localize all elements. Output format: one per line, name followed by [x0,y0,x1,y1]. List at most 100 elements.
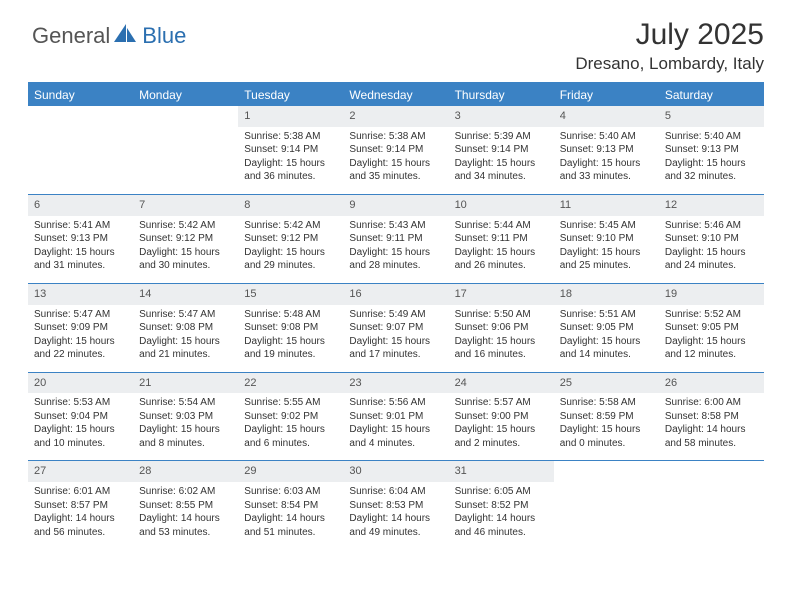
daylight-line: Daylight: 15 hours and 22 minutes. [34,335,127,362]
sunset-line: Sunset: 9:11 PM [349,232,442,246]
daylight-line: Daylight: 15 hours and 34 minutes. [455,157,548,184]
sunset-line: Sunset: 9:12 PM [244,232,337,246]
daylight-line: Daylight: 15 hours and 25 minutes. [560,246,653,273]
sunset-line: Sunset: 9:08 PM [139,321,232,335]
day-detail-cell: Sunrise: 5:46 AMSunset: 9:10 PMDaylight:… [659,216,764,284]
day-number-cell: 1 [238,106,343,127]
sunrise-line: Sunrise: 5:57 AM [455,396,548,410]
day-number-cell [554,461,659,482]
day-detail-row: Sunrise: 5:38 AMSunset: 9:14 PMDaylight:… [28,127,764,195]
sunrise-line: Sunrise: 5:42 AM [244,219,337,233]
brand-text-blue: Blue [142,23,186,49]
sunset-line: Sunset: 9:08 PM [244,321,337,335]
daylight-line: Daylight: 15 hours and 36 minutes. [244,157,337,184]
day-number-cell: 29 [238,461,343,482]
daylight-line: Daylight: 15 hours and 26 minutes. [455,246,548,273]
sunrise-line: Sunrise: 6:02 AM [139,485,232,499]
sunrise-line: Sunrise: 5:40 AM [665,130,758,144]
sunrise-line: Sunrise: 5:42 AM [139,219,232,233]
sunset-line: Sunset: 9:06 PM [455,321,548,335]
sunset-line: Sunset: 8:55 PM [139,499,232,513]
day-detail-cell: Sunrise: 5:45 AMSunset: 9:10 PMDaylight:… [554,216,659,284]
sunset-line: Sunset: 9:00 PM [455,410,548,424]
day-detail-cell: Sunrise: 6:00 AMSunset: 8:58 PMDaylight:… [659,393,764,461]
day-number-cell: 16 [343,283,448,304]
sunset-line: Sunset: 9:05 PM [560,321,653,335]
sunrise-line: Sunrise: 5:56 AM [349,396,442,410]
sunset-line: Sunset: 9:12 PM [139,232,232,246]
sunrise-line: Sunrise: 5:46 AM [665,219,758,233]
daylight-line: Daylight: 15 hours and 30 minutes. [139,246,232,273]
day-number-cell: 14 [133,283,238,304]
day-number-cell: 10 [449,194,554,215]
day-number-cell: 9 [343,194,448,215]
day-detail-cell [133,127,238,195]
day-number-cell: 18 [554,283,659,304]
sunrise-line: Sunrise: 5:38 AM [349,130,442,144]
day-number-cell: 24 [449,372,554,393]
day-detail-cell: Sunrise: 5:47 AMSunset: 9:09 PMDaylight:… [28,305,133,373]
day-detail-cell: Sunrise: 5:40 AMSunset: 9:13 PMDaylight:… [554,127,659,195]
sunset-line: Sunset: 8:53 PM [349,499,442,513]
sunrise-line: Sunrise: 5:58 AM [560,396,653,410]
day-number-cell: 12 [659,194,764,215]
daylight-line: Daylight: 15 hours and 17 minutes. [349,335,442,362]
day-detail-cell: Sunrise: 5:39 AMSunset: 9:14 PMDaylight:… [449,127,554,195]
sunset-line: Sunset: 9:03 PM [139,410,232,424]
daylight-line: Daylight: 14 hours and 53 minutes. [139,512,232,539]
day-number-cell: 17 [449,283,554,304]
day-detail-cell: Sunrise: 5:38 AMSunset: 9:14 PMDaylight:… [343,127,448,195]
sunset-line: Sunset: 9:14 PM [244,143,337,157]
sunrise-line: Sunrise: 6:04 AM [349,485,442,499]
daylight-line: Daylight: 15 hours and 35 minutes. [349,157,442,184]
day-number-cell: 2 [343,106,448,127]
weekday-header: Friday [554,83,659,106]
day-detail-cell [28,127,133,195]
weekday-header: Tuesday [238,83,343,106]
daylight-line: Daylight: 15 hours and 29 minutes. [244,246,337,273]
daylight-line: Daylight: 14 hours and 49 minutes. [349,512,442,539]
sunrise-line: Sunrise: 5:55 AM [244,396,337,410]
day-number-cell: 30 [343,461,448,482]
daylight-line: Daylight: 15 hours and 6 minutes. [244,423,337,450]
weekday-header: Saturday [659,83,764,106]
sunrise-line: Sunrise: 6:03 AM [244,485,337,499]
day-detail-cell: Sunrise: 5:52 AMSunset: 9:05 PMDaylight:… [659,305,764,373]
day-detail-cell [659,482,764,549]
daylight-line: Daylight: 15 hours and 4 minutes. [349,423,442,450]
day-detail-cell: Sunrise: 5:57 AMSunset: 9:00 PMDaylight:… [449,393,554,461]
day-number-cell: 3 [449,106,554,127]
day-detail-cell: Sunrise: 5:43 AMSunset: 9:11 PMDaylight:… [343,216,448,284]
sunset-line: Sunset: 9:13 PM [665,143,758,157]
brand-text-general: General [32,23,110,49]
day-number-cell: 4 [554,106,659,127]
daylight-line: Daylight: 15 hours and 19 minutes. [244,335,337,362]
weekday-header: Sunday [28,83,133,106]
sunset-line: Sunset: 8:54 PM [244,499,337,513]
day-detail-cell: Sunrise: 5:44 AMSunset: 9:11 PMDaylight:… [449,216,554,284]
daylight-line: Daylight: 15 hours and 8 minutes. [139,423,232,450]
day-detail-cell: Sunrise: 6:03 AMSunset: 8:54 PMDaylight:… [238,482,343,549]
day-number-cell [133,106,238,127]
sunset-line: Sunset: 9:09 PM [34,321,127,335]
day-number-cell [659,461,764,482]
day-detail-cell: Sunrise: 5:58 AMSunset: 8:59 PMDaylight:… [554,393,659,461]
day-number-cell: 15 [238,283,343,304]
daylight-line: Daylight: 15 hours and 24 minutes. [665,246,758,273]
day-number-cell: 22 [238,372,343,393]
day-number-cell [28,106,133,127]
day-number-cell: 25 [554,372,659,393]
sunrise-line: Sunrise: 5:47 AM [34,308,127,322]
day-number-cell: 23 [343,372,448,393]
day-number-cell: 27 [28,461,133,482]
daylight-line: Daylight: 15 hours and 14 minutes. [560,335,653,362]
day-detail-cell [554,482,659,549]
sunset-line: Sunset: 9:04 PM [34,410,127,424]
day-number-row: 20212223242526 [28,372,764,393]
weekday-header: Thursday [449,83,554,106]
weekday-header: Monday [133,83,238,106]
sunrise-line: Sunrise: 6:01 AM [34,485,127,499]
day-detail-row: Sunrise: 5:41 AMSunset: 9:13 PMDaylight:… [28,216,764,284]
day-number-cell: 19 [659,283,764,304]
sunrise-line: Sunrise: 5:39 AM [455,130,548,144]
